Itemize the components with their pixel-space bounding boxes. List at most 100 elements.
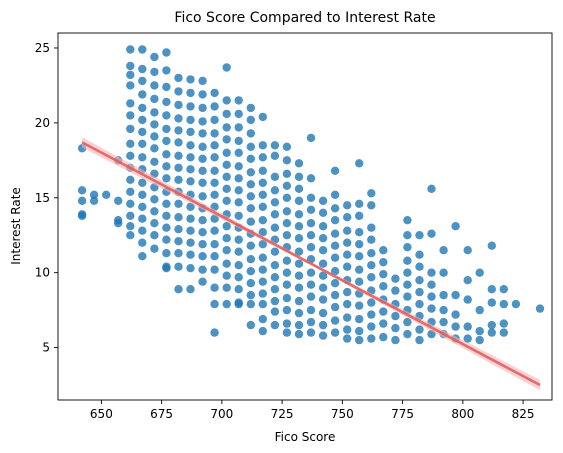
scatter-point: [174, 262, 183, 271]
scatter-point: [270, 210, 280, 219]
scatter-point: [439, 305, 448, 315]
scatter-point: [282, 293, 292, 303]
scatter-point: [126, 81, 135, 90]
scatter-point: [306, 193, 316, 202]
scatter-point: [246, 180, 255, 189]
scatter-point: [186, 264, 195, 273]
scatter-point: [367, 273, 376, 282]
scatter-point: [330, 166, 340, 175]
scatter-point: [318, 246, 328, 255]
scatter-point: [210, 190, 219, 199]
scatter-point: [330, 253, 340, 262]
scatter-point: [282, 169, 292, 178]
scatter-point: [379, 332, 388, 342]
scatter-point: [222, 184, 231, 193]
scatter-point: [258, 299, 267, 309]
scatter-point: [451, 222, 460, 231]
scatter-point: [174, 163, 183, 172]
scatter-point: [150, 244, 159, 253]
scatter-point: [102, 190, 111, 199]
y-tick-label: 25: [35, 41, 50, 55]
scatter-point: [294, 283, 304, 292]
scatter-point: [234, 273, 243, 282]
scatter-point: [77, 196, 87, 205]
scatter-point: [162, 48, 171, 57]
scatter-point: [246, 267, 255, 276]
scatter-point: [330, 267, 340, 276]
scatter-point: [294, 271, 304, 280]
scatter-point: [186, 88, 195, 98]
scatter-point: [210, 141, 219, 150]
scatter-point: [415, 231, 424, 240]
scatter-point: [499, 328, 508, 337]
scatter-point: [222, 109, 231, 119]
scatter-point: [210, 283, 219, 292]
scatter-point: [162, 82, 171, 92]
scatter-point: [210, 115, 219, 125]
scatter-point: [150, 132, 159, 141]
scatter-point: [150, 67, 159, 77]
scatter-point: [234, 136, 243, 146]
scatter-point: [198, 129, 207, 138]
scatter-point: [258, 141, 267, 150]
scatter-point: [222, 96, 231, 105]
scatter-point: [234, 285, 243, 294]
scatter-point: [403, 268, 412, 277]
scatter-point: [318, 331, 328, 340]
scatter-point: [343, 250, 352, 259]
scatter-point: [198, 252, 207, 261]
scatter-point: [415, 276, 424, 285]
scatter-point: [306, 305, 316, 315]
scatter-point: [126, 111, 135, 120]
scatter-point: [306, 243, 316, 252]
scatter-point: [258, 289, 267, 298]
scatter-point: [126, 175, 135, 184]
scatter-point: [487, 298, 496, 307]
scatter-point: [355, 228, 364, 237]
scatter-point: [391, 274, 400, 283]
scatter-point: [162, 223, 171, 232]
scatter-point: [234, 148, 243, 157]
scatter-point: [198, 277, 207, 286]
scatter-point: [270, 172, 280, 181]
scatter-point: [258, 240, 267, 249]
scatter-point: [330, 190, 340, 199]
scatter-point: [330, 328, 340, 337]
scatter-point: [210, 226, 219, 235]
scatter-point: [282, 193, 292, 202]
scatter-point: [138, 90, 147, 99]
scatter-point: [318, 271, 328, 280]
scatter-point: [258, 326, 267, 336]
scatter-point: [463, 276, 472, 285]
scatter-point: [282, 181, 292, 190]
scatter-point: [222, 246, 231, 255]
scatter-point: [463, 334, 472, 343]
scatter-point: [174, 73, 183, 83]
x-tick-label: 775: [391, 407, 414, 421]
scatter-point: [306, 317, 316, 327]
scatter-point: [234, 186, 243, 195]
scatter-point: [210, 240, 219, 249]
scatter-point: [499, 299, 508, 309]
scatter-point: [330, 216, 340, 225]
y-tick-label: 10: [35, 266, 50, 280]
scatter-point: [126, 99, 135, 108]
scatter-point: [150, 195, 159, 204]
scatter-point: [379, 246, 388, 255]
scatter-point: [367, 310, 376, 319]
data-points: [77, 45, 545, 345]
scatter-point: [355, 240, 364, 249]
scatter-point: [138, 127, 147, 137]
scatter-point: [270, 186, 280, 195]
scatter-point: [246, 241, 255, 250]
scatter-point: [294, 210, 304, 219]
scatter-point: [282, 256, 292, 265]
scatter-point: [306, 292, 316, 301]
scatter-point: [475, 335, 484, 345]
scatter-point: [330, 302, 340, 312]
scatter-point: [198, 178, 207, 187]
scatter-point: [270, 296, 280, 306]
scatter-point: [186, 238, 195, 247]
scatter-point: [210, 88, 219, 98]
